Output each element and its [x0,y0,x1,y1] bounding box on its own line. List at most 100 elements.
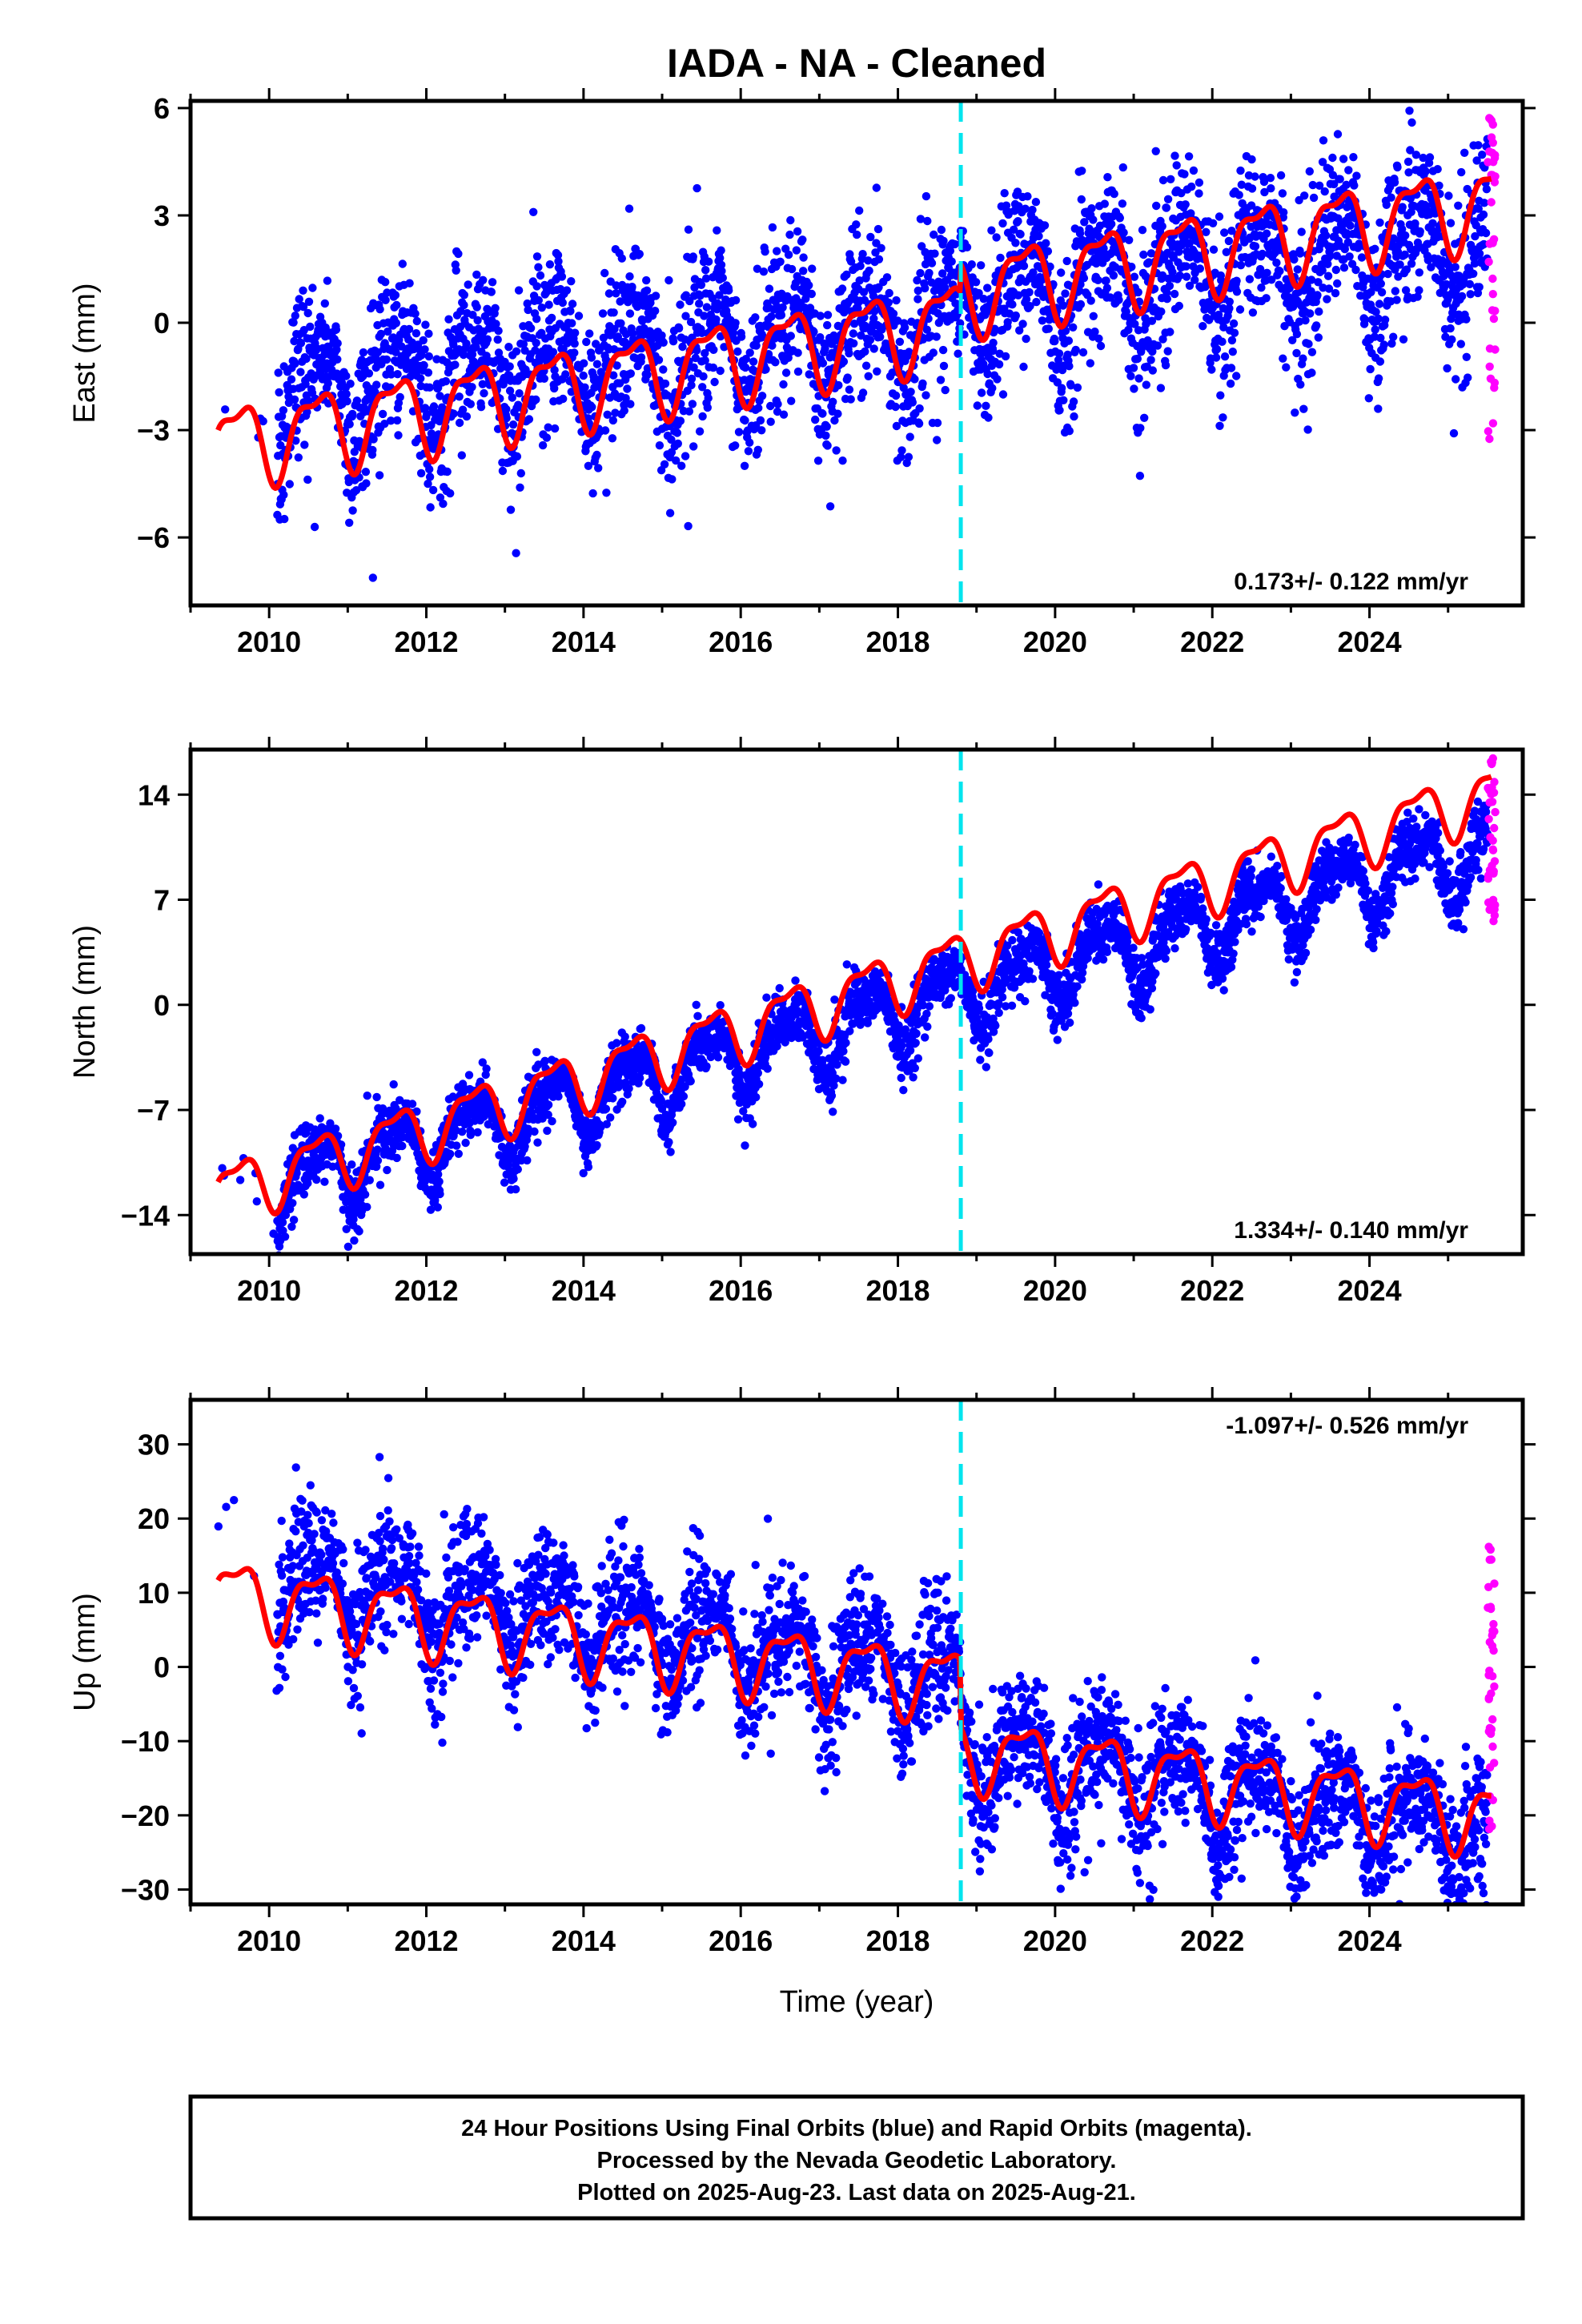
east-final-orbit-point [455,418,464,428]
east-final-orbit-point [1428,219,1437,227]
east-final-orbit-point [1379,340,1388,349]
east-final-orbit-point [1142,380,1151,389]
east-final-orbit-point [387,416,396,425]
east-final-orbit-point [938,345,948,355]
east-final-orbit-point [516,483,524,492]
east-final-orbit-point [1166,328,1174,336]
east-final-orbit-point [375,305,384,314]
east-final-orbit-point [579,371,588,380]
north-final-orbit-point [733,1115,743,1124]
east-final-orbit-point [524,305,532,315]
east-final-orbit-point [884,298,893,307]
east-final-orbit-point [425,383,434,392]
east-final-orbit-point [745,348,754,357]
north-final-orbit-point [372,1092,381,1102]
east-final-orbit-point [1170,289,1179,299]
east-final-orbit-point [1324,284,1334,293]
east-final-orbit-point [823,320,832,330]
east-final-orbit-point [1004,271,1014,279]
east-final-orbit-point [291,436,300,445]
north-final-orbit-point [446,1149,455,1159]
east-final-orbit-point [1236,261,1246,270]
east-final-orbit-point [345,518,354,527]
east-final-orbit-point [668,475,677,484]
east-final-orbit-point [460,300,468,310]
east-final-orbit-point [1297,227,1306,236]
east-final-orbit-point [701,356,709,365]
east-final-orbit-point [392,416,402,425]
east-final-orbit-point [715,291,724,300]
east-final-orbit-point [1156,384,1166,392]
north-final-orbit-point [436,1189,444,1199]
east-x-tick-label: 2010 [237,625,301,658]
east-final-orbit-point [676,300,685,309]
east-final-orbit-point [1218,337,1227,346]
east-final-orbit-point [466,400,475,408]
east-final-orbit-point [1401,231,1410,240]
east-final-orbit-point [1360,316,1370,324]
east-final-orbit-point [1130,272,1139,281]
north-final-orbit-point [373,1145,382,1154]
east-final-orbit-point [805,281,813,290]
east-final-orbit-point [643,370,652,380]
east-final-orbit-point [869,344,878,353]
east-final-orbit-point [1130,384,1138,393]
east-final-orbit-point [1411,151,1421,159]
east-final-orbit-point [617,254,626,263]
east-final-orbit-point [1162,203,1171,212]
east-final-orbit-point [1038,275,1046,284]
east-final-orbit-point [681,452,690,460]
east-final-orbit-point [1272,258,1281,267]
east-final-orbit-point [1471,231,1480,241]
east-final-orbit-point [616,319,625,328]
east-final-orbit-point [941,283,950,292]
east-final-orbit-point [1346,221,1355,230]
east-final-orbit-point [699,372,708,381]
east-final-orbit-point [1444,191,1453,200]
east-final-orbit-point [1077,195,1086,204]
east-final-orbit-point [1199,322,1207,331]
north-final-orbit-point [540,1056,549,1066]
east-panel: 2010 2012 2014 2016 2018 2020 2022 2024−6−3036E… [68,88,1536,658]
east-final-orbit-point [420,361,428,370]
east-final-orbit-point [1374,404,1383,413]
north-final-orbit-point [303,1179,312,1188]
north-final-orbit-point [292,1168,301,1178]
east-final-orbit-point [832,446,841,455]
east-final-orbit-point [704,394,713,403]
east-final-orbit-point [352,396,362,405]
east-final-orbit-point [766,401,775,411]
east-final-orbit-point [1170,151,1179,160]
east-final-orbit-point [1313,291,1322,300]
east-final-orbit-point [745,438,754,447]
east-final-orbit-point [468,383,476,392]
east-final-orbit-point [1087,204,1096,213]
east-final-orbit-point [906,388,915,396]
east-final-orbit-point [768,223,777,232]
east-final-orbit-point [588,403,596,412]
east-final-orbit-point [1181,200,1190,209]
east-final-orbit-point [1043,247,1053,255]
east-final-orbit-point [1301,316,1310,325]
east-final-orbit-point [1166,175,1175,183]
east-final-orbit-point [700,312,709,320]
east-model-fit-line [215,175,1493,491]
east-y-tick-label: −6 [137,521,170,554]
east-final-orbit-point [718,273,727,283]
east-final-orbit-point [343,396,351,406]
east-final-orbit-point [930,249,939,258]
east-final-orbit-point [869,292,878,300]
east-final-orbit-point [689,442,698,451]
north-final-orbit-point [289,1216,299,1224]
north-final-orbit-point [331,1124,340,1133]
east-final-orbit-point [1079,274,1089,283]
east-final-orbit-point [1257,283,1266,292]
east-final-orbit-point [1442,279,1451,289]
east-final-orbit-point [823,311,833,320]
east-final-orbit-point [383,327,392,336]
north-final-orbit-point [355,1227,363,1236]
east-final-orbit-point [676,416,685,425]
east-final-orbit-point [830,416,839,425]
east-final-orbit-point [905,348,913,356]
east-final-orbit-point [1393,163,1402,172]
